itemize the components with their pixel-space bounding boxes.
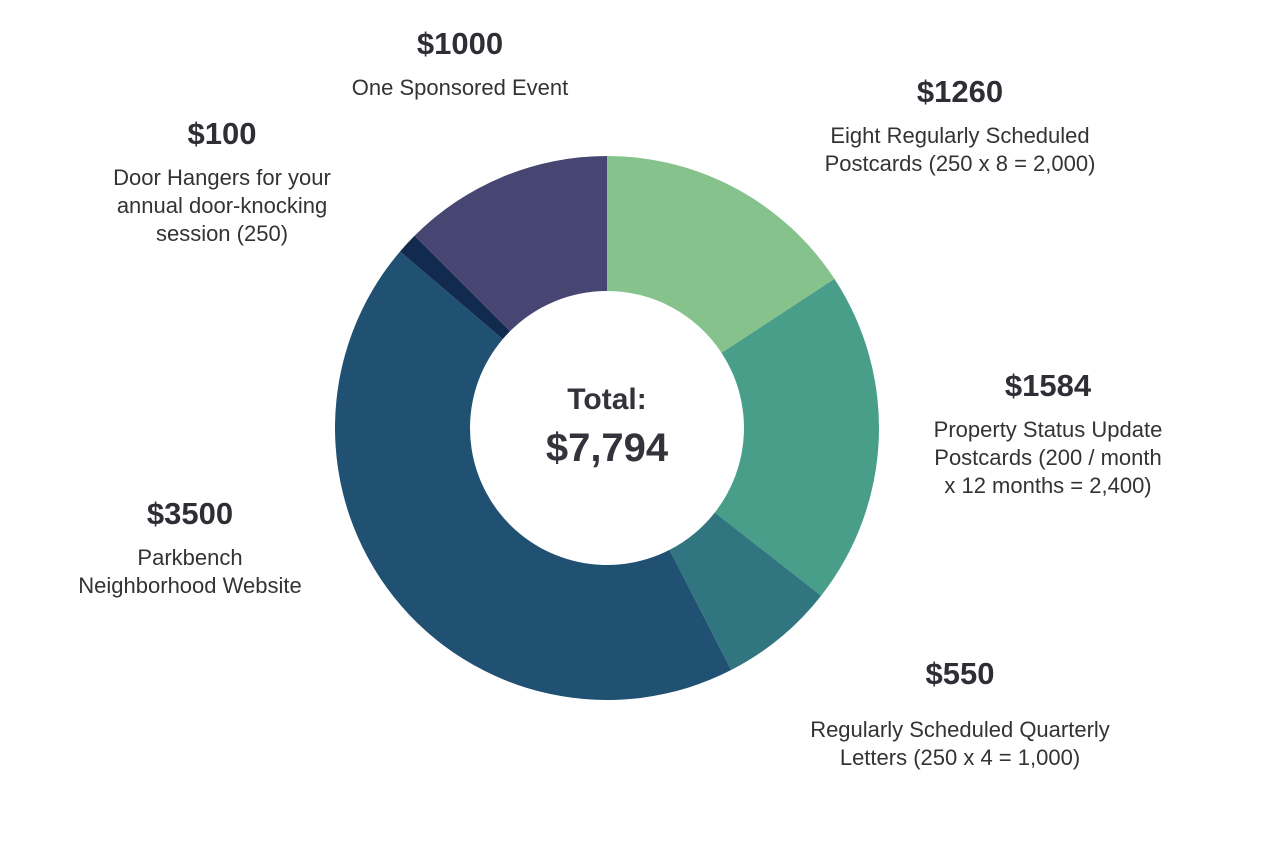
amount-label: $1000 [416,26,504,61]
amount-label: $3500 [146,496,234,531]
total-label: Total: [567,383,647,416]
label-door-hangers: $100 Door Hangers for your annual door-k… [72,116,372,248]
donut-slice-3 [335,251,732,700]
slice-description: Property Status Update Postcards (200 / … [933,417,1163,498]
label-property-status: $1584 Property Status Update Postcards (… [888,368,1208,500]
donut-slice-2 [669,512,822,671]
amount-label: $100 [187,116,257,151]
amount-label: $1584 [1004,368,1092,403]
donut-slice-4 [400,235,511,340]
slice-description: Regularly Scheduled Quarterly Letters (2… [810,717,1110,770]
chart-center-total: Total: $7,794 [507,380,707,476]
slice-description: One Sponsored Event [351,75,569,100]
donut-slice-0 [607,156,835,353]
label-postcards-eight: $1260 Eight Regularly Scheduled Postcard… [780,74,1140,178]
label-sponsored-event: $1000 One Sponsored Event [300,26,620,102]
donut-slice-1 [714,278,879,596]
label-neighborhood-website: $3500 Parkbench Neighborhood Website [40,496,340,600]
slice-description: Door Hangers for your annual door-knocki… [113,165,331,246]
amount-label: $1260 [916,74,1004,109]
slice-description: Eight Regularly Scheduled Postcards (250… [824,123,1096,176]
amount-label: $550 [925,656,995,691]
slice-description: Parkbench Neighborhood Website [78,545,302,598]
donut-slice-5 [414,156,607,332]
total-value: $7,794 [545,426,669,470]
label-quarterly-letters: $550 Regularly Scheduled Quarterly Lette… [770,656,1150,772]
